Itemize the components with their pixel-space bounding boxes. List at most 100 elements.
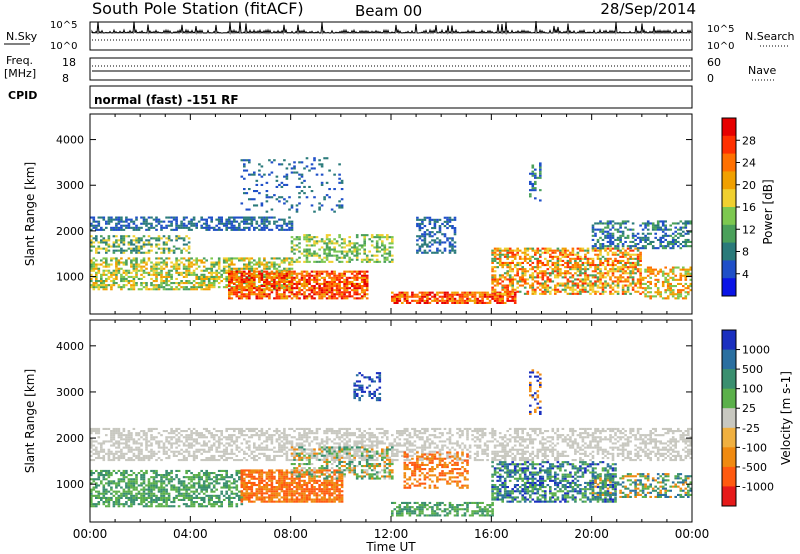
heatmap-cell — [599, 236, 602, 239]
heatmap-cell — [601, 290, 605, 293]
heatmap-cell — [130, 226, 133, 229]
heatmap-cell — [531, 266, 535, 269]
heatmap-cell — [250, 198, 254, 201]
heatmap-cell — [496, 257, 499, 260]
heatmap-cell — [100, 450, 103, 453]
heatmap-cell — [333, 430, 336, 433]
heatmap-cell — [438, 229, 442, 232]
heatmap-cell — [536, 176, 540, 179]
heatmap-cell — [235, 278, 239, 281]
heatmap-cell — [175, 263, 178, 266]
heatmap-cell — [112, 251, 116, 254]
heatmap-cell — [200, 452, 203, 455]
heatmap-cell — [285, 277, 289, 280]
heatmap-cell — [529, 284, 532, 287]
heatmap-cell — [150, 442, 153, 445]
heatmap-cell — [305, 248, 309, 251]
heatmap-cell — [177, 427, 181, 430]
heatmap-cell — [626, 234, 630, 237]
heatmap-cell — [448, 237, 452, 240]
heatmap-cell — [436, 247, 439, 250]
heatmap-cell — [228, 276, 231, 279]
heatmap-cell — [446, 218, 449, 221]
heatmap-cell — [280, 295, 284, 298]
heatmap-cell — [659, 268, 662, 271]
heatmap-cell — [115, 271, 118, 274]
heatmap-cell — [270, 282, 274, 285]
heatmap-cell — [192, 450, 196, 453]
heatmap-cell — [273, 220, 276, 223]
heatmap-cell — [531, 290, 535, 293]
heatmap-cell — [202, 436, 206, 439]
heatmap-cell — [115, 265, 118, 268]
heatmap-cell — [335, 276, 339, 279]
heatmap-cell — [621, 280, 625, 283]
heatmap-cell — [343, 256, 346, 259]
heatmap-cell — [629, 266, 632, 269]
heatmap-cell — [305, 274, 309, 277]
heatmap-cell — [200, 286, 203, 289]
heatmap-cell — [343, 297, 346, 300]
heatmap-cell — [285, 175, 289, 178]
heatmap-cell — [363, 276, 366, 279]
heatmap-cell — [202, 288, 206, 291]
heatmap-cell — [646, 291, 650, 294]
heatmap-cell — [122, 442, 126, 445]
heatmap-cell — [348, 293, 351, 296]
heatmap-cell — [614, 290, 617, 293]
heatmap-cell — [283, 427, 286, 430]
heatmap-cell — [243, 295, 246, 298]
heatmap-cell — [182, 444, 186, 447]
heatmap-cell — [496, 295, 499, 298]
heatmap-cell — [155, 442, 158, 445]
heatmap-cell — [270, 228, 274, 231]
heatmap-cell — [107, 237, 111, 240]
heatmap-cell — [275, 432, 279, 435]
heatmap-cell — [671, 270, 675, 273]
heatmap-cell — [265, 220, 269, 223]
heatmap-cell — [293, 278, 296, 281]
heatmap-cell — [105, 226, 108, 229]
heatmap-cell — [483, 291, 487, 294]
heatmap-cell — [160, 251, 163, 254]
heatmap-cell — [521, 251, 524, 254]
heatmap-cell — [536, 280, 540, 283]
heatmap-cell — [140, 284, 143, 287]
heatmap-cell — [355, 278, 359, 281]
heatmap-cell — [574, 261, 577, 264]
heatmap-cell — [604, 284, 607, 287]
heatmap-cell — [546, 264, 550, 267]
heatmap-cell — [187, 265, 191, 268]
heatmap-cell — [275, 257, 279, 260]
heatmap-cell — [137, 438, 141, 441]
heatmap-cell — [631, 288, 635, 291]
heatmap-cell — [230, 434, 234, 437]
heatmap-cell — [298, 173, 301, 176]
heatmap-cell — [165, 284, 168, 287]
heatmap-cell — [345, 434, 349, 437]
heatmap-cell — [523, 280, 527, 283]
heatmap-cell — [338, 274, 341, 277]
heatmap-cell — [571, 251, 575, 254]
heatmap-cell — [308, 254, 311, 257]
heatmap-cell — [127, 288, 131, 291]
heatmap-cell — [644, 268, 647, 271]
heatmap-cell — [644, 224, 647, 227]
heatmap-cell — [130, 280, 133, 283]
heatmap-cell — [253, 278, 256, 281]
heatmap-cell — [230, 257, 234, 260]
heatmap-cell — [172, 267, 176, 270]
heatmap-cell — [125, 218, 128, 221]
heatmap-cell — [145, 224, 148, 227]
heatmap-cell — [290, 282, 294, 285]
heatmap-cell — [205, 269, 208, 272]
heatmap-cell — [185, 438, 188, 441]
heatmap-cell — [288, 228, 291, 231]
heatmap-cell — [581, 280, 585, 283]
heatmap-cell — [207, 459, 211, 462]
heatmap-cell — [210, 216, 213, 219]
heatmap-cell — [313, 278, 316, 281]
heatmap-cell — [170, 239, 173, 242]
heatmap-cell — [177, 235, 181, 238]
heatmap-cell — [160, 446, 163, 449]
